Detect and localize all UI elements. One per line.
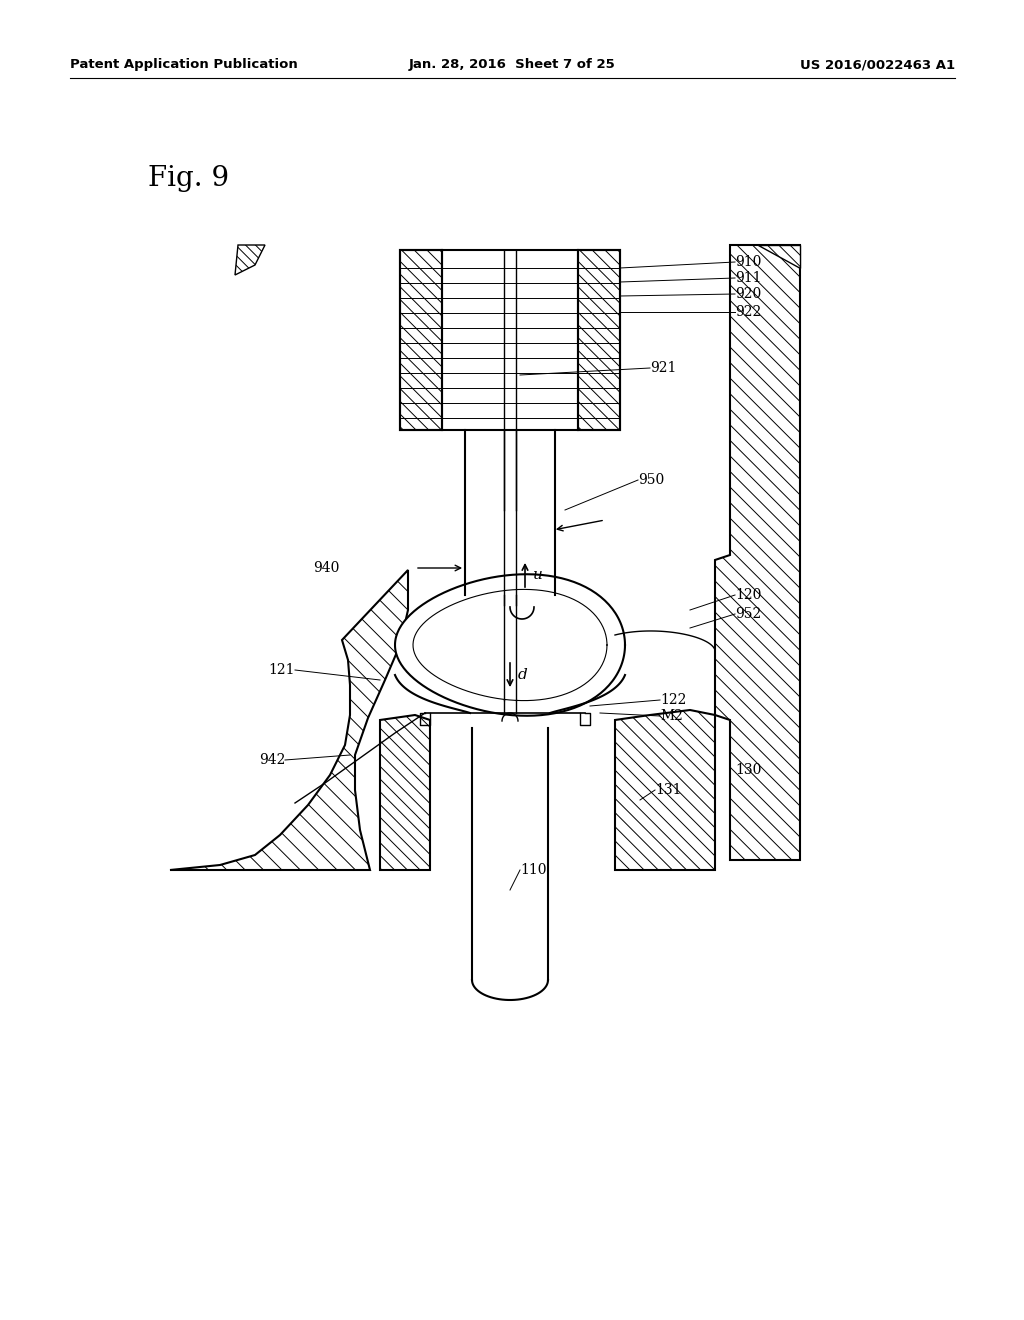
Text: M2: M2 — [660, 709, 683, 723]
Polygon shape — [400, 249, 442, 430]
Text: 920: 920 — [735, 286, 761, 301]
Text: 120: 120 — [735, 587, 762, 602]
Text: Fig. 9: Fig. 9 — [148, 165, 229, 191]
Polygon shape — [380, 715, 430, 870]
Text: 122: 122 — [660, 693, 686, 708]
Bar — [400, 249, 620, 430]
Text: 950: 950 — [638, 473, 665, 487]
Text: 130: 130 — [735, 763, 762, 777]
Polygon shape — [234, 246, 265, 275]
Bar — [465, 430, 555, 595]
Text: 922: 922 — [735, 305, 761, 319]
Polygon shape — [615, 710, 715, 870]
Bar — [472, 729, 548, 979]
Text: Jan. 28, 2016  Sheet 7 of 25: Jan. 28, 2016 Sheet 7 of 25 — [409, 58, 615, 71]
Text: 942: 942 — [259, 752, 285, 767]
Text: 921: 921 — [650, 360, 677, 375]
Polygon shape — [395, 574, 625, 715]
Text: u: u — [534, 568, 543, 582]
Polygon shape — [715, 246, 800, 861]
Polygon shape — [578, 249, 620, 430]
Text: 910: 910 — [735, 255, 762, 269]
Polygon shape — [758, 246, 800, 268]
Text: 121: 121 — [268, 663, 295, 677]
Text: 940: 940 — [313, 561, 340, 576]
Text: 911: 911 — [735, 271, 762, 285]
Text: US 2016/0022463 A1: US 2016/0022463 A1 — [800, 58, 955, 71]
Text: d: d — [518, 668, 527, 682]
Text: 110: 110 — [520, 863, 547, 876]
Text: Patent Application Publication: Patent Application Publication — [70, 58, 298, 71]
Polygon shape — [170, 570, 408, 870]
Text: 131: 131 — [655, 783, 682, 797]
Text: 952: 952 — [735, 607, 761, 620]
